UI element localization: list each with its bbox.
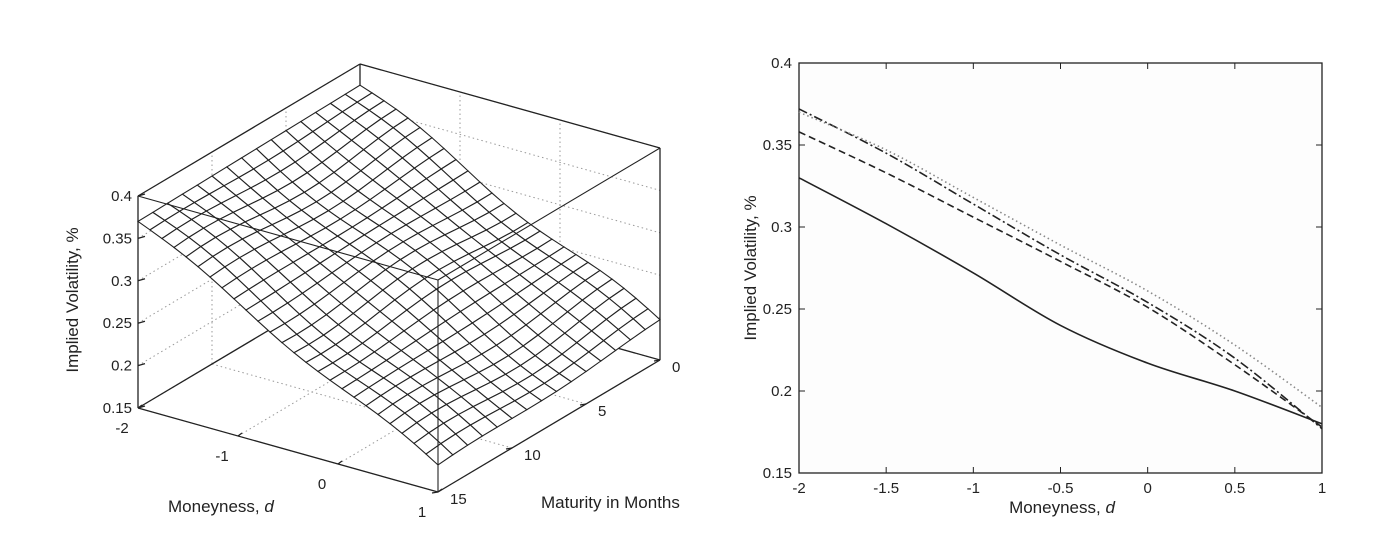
z-tick-mark bbox=[137, 278, 146, 282]
line-plot-axes-box bbox=[798, 62, 1323, 474]
z-tick-label: 0.2 bbox=[111, 358, 132, 375]
z-tick-mark bbox=[137, 193, 146, 197]
y-tick-label: 0.35 bbox=[763, 137, 792, 154]
series-line-dashed bbox=[798, 131, 1323, 428]
x-tick-label: -2 bbox=[792, 480, 805, 497]
z-tick-mark bbox=[137, 362, 146, 367]
x-tick-mark bbox=[137, 404, 143, 409]
surface-plot-front-edges bbox=[137, 147, 661, 492]
x-tick-label: -1 bbox=[215, 448, 228, 465]
x-tick-label: 1 bbox=[418, 504, 426, 521]
x-tick-label: 0 bbox=[1143, 480, 1151, 497]
y-tick-label: 0 bbox=[672, 359, 680, 376]
y-tick-mark bbox=[579, 403, 587, 406]
box-edge bbox=[137, 63, 361, 197]
x-tick-label: -2 bbox=[115, 420, 128, 437]
x-tick-mark bbox=[437, 488, 443, 493]
surface-z-axis-label: Implied Volatility, % bbox=[63, 227, 82, 372]
surface-y-axis-label: Maturity in Months bbox=[541, 493, 680, 512]
y-tick-label: 0.4 bbox=[771, 55, 792, 72]
z-tick-label: 0.4 bbox=[111, 188, 132, 205]
y-tick-label: 0.25 bbox=[763, 301, 792, 318]
line-plot: -2 -1.5 -1 -0.5 0 0.5 1 0.15 0.2 0.25 0.3 0.35 0.4 I… bbox=[741, 55, 1326, 517]
box-edge-top bbox=[437, 147, 661, 281]
y-tick-mark bbox=[653, 359, 661, 362]
y-tick-label: 15 bbox=[450, 491, 467, 508]
line-plot-ticks: -2 -1.5 -1 -0.5 0 0.5 1 0.15 0.2 0.25 0.3 0.35 0.4 bbox=[763, 55, 1326, 497]
box-edge bbox=[359, 63, 661, 149]
y-tick-label: 0.2 bbox=[771, 383, 792, 400]
y-tick-label: 5 bbox=[598, 403, 606, 420]
z-tick-mark bbox=[137, 235, 146, 240]
surface-mesh bbox=[137, 84, 661, 466]
box-edge-top bbox=[137, 195, 439, 281]
x-tick-label: -1 bbox=[967, 480, 980, 497]
box-edge bbox=[137, 407, 439, 493]
y-tick-label: 0.15 bbox=[763, 465, 792, 482]
series-line-solid bbox=[798, 177, 1323, 425]
x-tick-label: 0 bbox=[318, 476, 326, 493]
y-tick-mark bbox=[431, 491, 439, 494]
x-tick-label: 1 bbox=[1318, 480, 1326, 497]
z-tick-label: 0.3 bbox=[111, 273, 132, 290]
x-tick-label: -0.5 bbox=[1048, 480, 1074, 497]
y-tick-label: 10 bbox=[524, 447, 541, 464]
z-tick-label: 0.35 bbox=[103, 230, 132, 247]
line-x-axis-label: Moneyness, d bbox=[1009, 498, 1115, 517]
x-tick-label: 0.5 bbox=[1224, 480, 1245, 497]
line-y-axis-label: Implied Volatility, % bbox=[741, 195, 760, 340]
y-tick-mark bbox=[505, 447, 513, 450]
series-line-dotted bbox=[798, 111, 1323, 409]
line-plot-series bbox=[798, 108, 1323, 430]
series-line-dashdot bbox=[798, 108, 1323, 430]
surface-x-axis-label: Moneyness, d bbox=[168, 497, 274, 516]
box-edge bbox=[437, 359, 661, 493]
z-tick-mark bbox=[137, 320, 146, 324]
x-tick-mark bbox=[337, 460, 343, 465]
y-tick-label: 0.3 bbox=[771, 219, 792, 236]
z-tick-label: 0.15 bbox=[103, 400, 132, 417]
z-tick-label: 0.25 bbox=[103, 315, 132, 332]
x-tick-label: -1.5 bbox=[873, 480, 899, 497]
x-tick-mark bbox=[237, 432, 243, 437]
